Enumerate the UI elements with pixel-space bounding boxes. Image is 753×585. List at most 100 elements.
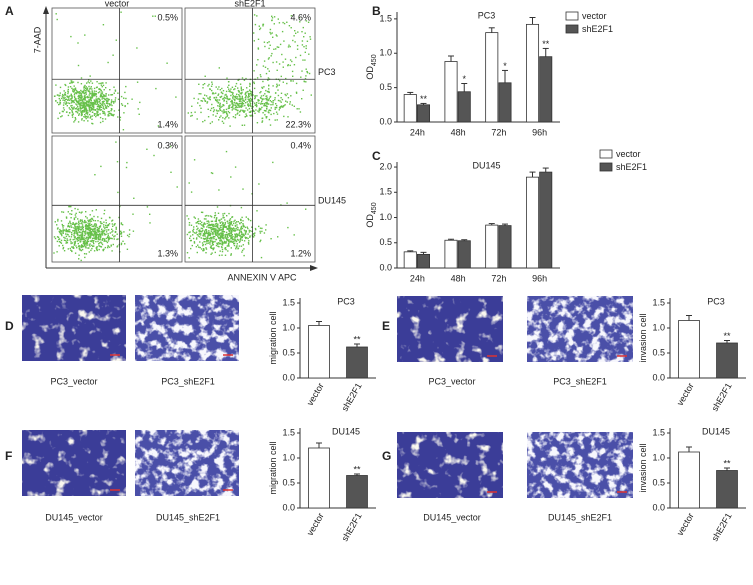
- x-tick-label: vector: [675, 381, 696, 407]
- event-dot: [204, 75, 206, 77]
- event-dot: [65, 98, 68, 100]
- event-dot: [186, 233, 189, 236]
- event-dot: [101, 91, 104, 93]
- event-dot: [197, 98, 200, 100]
- event-dot: [210, 236, 212, 239]
- event-dot: [220, 226, 222, 229]
- y-tick-label: 0.5: [282, 477, 295, 487]
- event-dot: [92, 234, 94, 236]
- event-dot: [116, 161, 119, 163]
- event-dot: [80, 226, 82, 228]
- event-dot: [235, 102, 237, 105]
- event-dot: [213, 228, 216, 230]
- event-dot: [242, 103, 245, 105]
- quadrant-percent: 0.3%: [157, 140, 178, 150]
- event-dot: [213, 92, 215, 95]
- event-dot: [84, 224, 87, 227]
- event-dot: [284, 93, 286, 96]
- event-dot: [82, 105, 84, 107]
- event-dot: [208, 226, 210, 229]
- event-dot: [114, 97, 117, 99]
- event-dot: [236, 96, 239, 98]
- event-dot: [221, 254, 223, 256]
- event-dot: [235, 97, 238, 100]
- event-dot: [272, 161, 274, 164]
- event-dot: [210, 228, 213, 231]
- event-dot: [223, 238, 225, 240]
- event-dot: [63, 250, 66, 252]
- event-dot: [210, 220, 213, 223]
- event-dot: [71, 87, 73, 90]
- event-dot: [100, 104, 103, 106]
- image-caption: PC3_vector: [428, 376, 475, 386]
- micrographs: PC3_vector PC3_shE2F1 PC3_vector PC3_shE2F1…: [22, 295, 633, 522]
- event-dot: [252, 236, 255, 238]
- event-dot: [117, 238, 119, 240]
- event-dot: [104, 95, 106, 97]
- event-dot: [75, 212, 77, 215]
- event-dot: [224, 226, 226, 228]
- event-dot: [235, 222, 237, 224]
- event-dot: [236, 243, 238, 245]
- event-dot: [97, 98, 99, 100]
- event-dot: [217, 235, 219, 237]
- event-dot: [85, 107, 87, 110]
- event-dot: [211, 241, 214, 243]
- event-dot: [245, 237, 247, 240]
- event-dot: [100, 109, 103, 111]
- event-dot: [191, 105, 193, 107]
- event-dot: [254, 104, 257, 106]
- event-dot: [227, 228, 229, 230]
- event-dot: [88, 100, 91, 102]
- event-dot: [203, 222, 206, 224]
- event-dot: [100, 217, 103, 220]
- event-dot: [76, 101, 78, 103]
- event-dot: [84, 225, 87, 228]
- event-dot: [74, 240, 76, 243]
- event-dot: [152, 15, 154, 17]
- event-dot: [258, 107, 261, 110]
- event-dot: [237, 112, 239, 114]
- event-dot: [76, 233, 79, 235]
- event-dot: [76, 111, 78, 113]
- event-dot: [89, 236, 92, 239]
- event-dot: [77, 42, 79, 44]
- event-dot: [228, 112, 231, 114]
- event-dot: [115, 228, 117, 230]
- event-dot: [229, 241, 231, 243]
- event-dot: [251, 107, 253, 109]
- event-dot: [82, 221, 84, 223]
- event-dot: [80, 97, 82, 100]
- event-dot: [87, 95, 89, 98]
- event-dot: [238, 114, 241, 116]
- event-dot: [202, 249, 204, 252]
- event-dot: [263, 232, 266, 234]
- event-dot: [206, 220, 208, 222]
- event-dot: [83, 108, 86, 111]
- event-dot: [261, 121, 263, 123]
- event-dot: [117, 98, 120, 100]
- event-dot: [276, 119, 278, 121]
- event-dot: [205, 95, 208, 97]
- event-dot: [258, 225, 260, 228]
- event-dot: [275, 111, 278, 113]
- event-dot: [107, 105, 110, 108]
- event-dot: [240, 245, 243, 247]
- event-dot: [216, 112, 218, 115]
- event-dot: [110, 245, 112, 247]
- event-dot: [77, 239, 80, 242]
- event-dot: [97, 102, 99, 104]
- event-dot: [276, 113, 279, 115]
- event-dot: [296, 108, 298, 110]
- event-dot: [267, 68, 269, 70]
- event-dot: [260, 108, 262, 110]
- event-dot: [231, 109, 233, 111]
- event-dot: [213, 96, 215, 99]
- event-dot: [230, 232, 233, 235]
- event-dot: [278, 63, 281, 65]
- event-dot: [286, 21, 288, 23]
- event-dot: [228, 88, 230, 90]
- bar: [539, 171, 553, 269]
- event-dot: [221, 243, 223, 246]
- plot-frame: [51, 135, 183, 263]
